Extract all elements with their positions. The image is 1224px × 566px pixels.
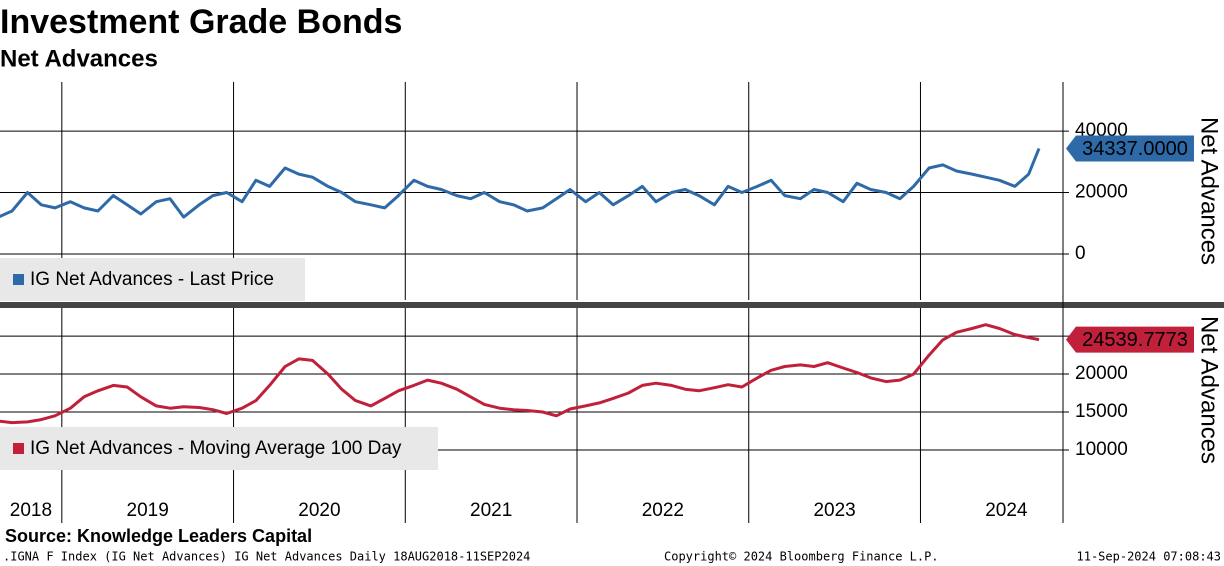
x-tick-label: 2022 bbox=[642, 500, 684, 521]
legend-box bbox=[0, 258, 305, 301]
chart-subtitle: Net Advances bbox=[0, 45, 158, 72]
panel-divider bbox=[0, 302, 1224, 308]
copyright: Copyright© 2024 Bloomberg Finance L.P. bbox=[664, 550, 939, 564]
y-tick-label: 20000 bbox=[1075, 182, 1128, 203]
y-tick-label: 15000 bbox=[1075, 401, 1128, 422]
series-line bbox=[0, 323, 1040, 425]
x-tick-label: 2020 bbox=[298, 500, 340, 521]
last-value-box bbox=[1066, 135, 1194, 162]
legend-swatch bbox=[13, 274, 24, 285]
legend-swatch bbox=[13, 443, 24, 454]
y-tick-label: 20000 bbox=[1075, 363, 1128, 384]
x-tick-label: 2024 bbox=[985, 500, 1028, 521]
legend-label: IG Net Advances - Moving Average 100 Day bbox=[30, 438, 402, 459]
x-tick-label: 2021 bbox=[470, 500, 512, 521]
series-line bbox=[0, 147, 1041, 219]
y-axis-label: Net Advances bbox=[1196, 117, 1223, 265]
chart-title: Investment Grade Bonds bbox=[0, 3, 402, 41]
legend-box bbox=[0, 427, 438, 470]
legend-label: IG Net Advances - Last Price bbox=[30, 269, 274, 290]
last-value-box bbox=[1066, 326, 1194, 353]
source: Source: Knowledge Leaders Capital bbox=[5, 526, 312, 546]
y-axis-label: Net Advances bbox=[1196, 316, 1223, 464]
y-tick-label: 10000 bbox=[1075, 439, 1128, 460]
y-tick-label: 0 bbox=[1075, 243, 1086, 264]
x-tick-label: 2019 bbox=[127, 500, 169, 521]
last-value-label: 34337.0000 bbox=[1082, 138, 1188, 160]
last-value-label: 24539.7773 bbox=[1082, 329, 1188, 351]
ticker: .IGNA F Index (IG Net Advances) IG Net A… bbox=[3, 550, 530, 564]
x-tick-label: 2018 bbox=[10, 500, 52, 521]
x-tick-label: 2023 bbox=[813, 500, 855, 521]
timestamp: 11-Sep-2024 07:08:43 bbox=[1077, 550, 1222, 564]
